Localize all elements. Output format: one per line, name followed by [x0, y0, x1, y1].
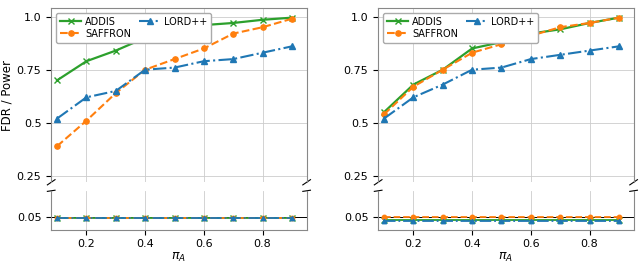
LORD++ [615, 45, 623, 48]
ADDIS [171, 30, 179, 33]
SAFFRON [259, 26, 266, 29]
LORD++ [171, 66, 179, 69]
SAFFRON [141, 68, 149, 71]
ADDIS [112, 49, 120, 52]
ADDIS [615, 16, 623, 19]
ADDIS [141, 36, 149, 39]
ADDIS [259, 18, 266, 21]
SAFFRON [439, 68, 447, 71]
LORD++ [288, 45, 296, 48]
ADDIS [83, 60, 90, 63]
LORD++ [468, 68, 476, 71]
LORD++ [439, 83, 447, 86]
LORD++ [229, 58, 237, 61]
SAFFRON [229, 32, 237, 35]
SAFFRON [380, 113, 388, 116]
SAFFRON [468, 51, 476, 54]
LORD++ [556, 53, 564, 56]
Line: SAFFRON: SAFFRON [381, 15, 621, 117]
SAFFRON [586, 21, 593, 25]
ADDIS [288, 16, 296, 19]
Y-axis label: FDR / Power: FDR / Power [1, 60, 14, 131]
Line: LORD++: LORD++ [381, 44, 621, 121]
Legend: ADDIS, SAFFRON, LORD++: ADDIS, SAFFRON, LORD++ [383, 13, 538, 43]
Line: SAFFRON: SAFFRON [54, 16, 294, 149]
X-axis label: $\pi_A$: $\pi_A$ [499, 251, 513, 264]
LORD++ [410, 96, 417, 99]
SAFFRON [53, 144, 61, 148]
LORD++ [112, 89, 120, 93]
SAFFRON [615, 16, 623, 19]
SAFFRON [527, 34, 534, 37]
ADDIS [439, 68, 447, 71]
SAFFRON [556, 26, 564, 29]
ADDIS [468, 47, 476, 50]
LORD++ [498, 66, 506, 69]
LORD++ [141, 68, 149, 71]
ADDIS [200, 23, 208, 27]
SAFFRON [498, 43, 506, 46]
SAFFRON [171, 58, 179, 61]
SAFFRON [83, 119, 90, 122]
LORD++ [200, 60, 208, 63]
ADDIS [556, 28, 564, 31]
LORD++ [586, 49, 593, 52]
LORD++ [527, 58, 534, 61]
ADDIS [586, 21, 593, 25]
SAFFRON [288, 17, 296, 20]
Legend: ADDIS, SAFFRON, LORD++: ADDIS, SAFFRON, LORD++ [56, 13, 211, 43]
LORD++ [259, 51, 266, 54]
LORD++ [53, 117, 61, 120]
LORD++ [83, 96, 90, 99]
SAFFRON [112, 92, 120, 95]
LORD++ [380, 117, 388, 120]
Line: ADDIS: ADDIS [54, 15, 295, 83]
Line: ADDIS: ADDIS [381, 15, 622, 115]
SAFFRON [200, 47, 208, 50]
ADDIS [527, 32, 534, 35]
ADDIS [380, 110, 388, 114]
ADDIS [410, 83, 417, 86]
ADDIS [53, 79, 61, 82]
SAFFRON [410, 85, 417, 88]
X-axis label: $\pi_A$: $\pi_A$ [172, 251, 186, 264]
ADDIS [498, 40, 506, 44]
Line: LORD++: LORD++ [54, 44, 294, 121]
ADDIS [229, 21, 237, 25]
